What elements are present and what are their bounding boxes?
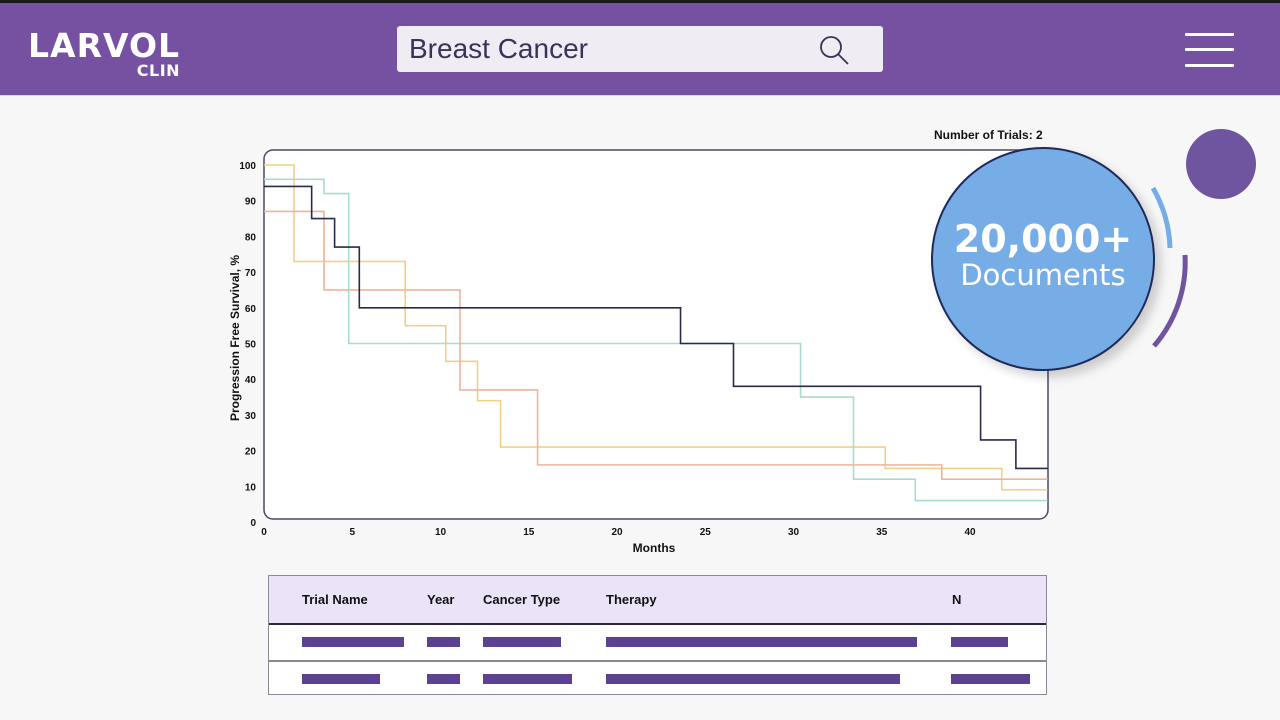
redacted-therapy [606, 637, 917, 647]
y-tick-label: 70 [245, 268, 257, 279]
y-tick-label: 50 [245, 340, 257, 351]
decorative-arc-purple [1152, 254, 1188, 348]
col-header-n[interactable]: N [952, 592, 962, 607]
col-header-therapy[interactable]: Therapy [606, 592, 657, 607]
documents-count: 20,000+ [953, 217, 1133, 261]
documents-count-bubble: 20,000+ Documents [931, 147, 1155, 371]
top-navigation-bar: LARVOL CLIN [0, 0, 1280, 96]
col-header-year[interactable]: Year [427, 592, 455, 607]
logo-main-text: LARVOL [28, 26, 181, 65]
y-axis-label: Progression Free Survival, % [228, 255, 242, 421]
x-tick-label: 15 [523, 527, 535, 538]
number-of-trials-label: Number of Trials: 2 [934, 128, 1043, 142]
x-axis-label: Months [633, 541, 676, 555]
y-tick-label: 0 [250, 518, 256, 529]
x-tick-label: 0 [261, 527, 267, 538]
decorative-arcs [1150, 186, 1188, 348]
search-icon[interactable] [817, 33, 851, 67]
trials-table: Trial Name Year Cancer Type Therapy N [268, 575, 1047, 695]
redacted-year [427, 637, 460, 647]
x-tick-label: 10 [435, 527, 447, 538]
redacted-trial-name [302, 637, 404, 647]
table-row[interactable] [269, 660, 1046, 697]
redacted-cancer-type [483, 637, 561, 647]
y-tick-label: 100 [239, 161, 256, 172]
logo-sub-text: CLIN [136, 61, 181, 80]
x-tick-label: 40 [964, 527, 976, 538]
documents-label: Documents [960, 258, 1126, 292]
y-tick-label: 10 [245, 482, 257, 493]
x-tick-label: 25 [700, 527, 712, 538]
plot-area-frame [263, 149, 1049, 520]
col-header-cancer-type[interactable]: Cancer Type [483, 592, 561, 607]
km-curve-orange-arm [264, 210, 1048, 480]
y-tick-label: 40 [245, 375, 257, 386]
decorative-purple-dot [1186, 129, 1256, 199]
y-tick-label: 90 [245, 197, 257, 208]
x-tick-label: 30 [788, 527, 800, 538]
search-input[interactable] [409, 26, 809, 72]
redacted-therapy [606, 674, 900, 684]
redacted-trial-name [302, 674, 380, 684]
y-tick-label: 20 [245, 447, 257, 458]
y-tick-label: 80 [245, 232, 257, 243]
decorative-arc-blue [1150, 186, 1173, 249]
x-tick-label: 5 [349, 527, 355, 538]
larvol-clin-logo[interactable]: LARVOL CLIN [28, 26, 181, 81]
x-tick-label: 20 [611, 527, 623, 538]
redacted-n [951, 637, 1008, 647]
redacted-year [427, 674, 460, 684]
km-curve-navy-arm [264, 185, 1048, 470]
table-row[interactable] [269, 625, 1046, 660]
table-header-row: Trial Name Year Cancer Type Therapy N [269, 576, 1046, 625]
col-header-trial-name[interactable]: Trial Name [302, 592, 368, 607]
hamburger-menu-icon[interactable] [1185, 31, 1234, 69]
search-bar [397, 26, 883, 72]
km-curve-yellow-arm [264, 164, 1048, 491]
redacted-cancer-type [483, 674, 572, 684]
y-tick-label: 60 [245, 304, 257, 315]
y-tick-label: 30 [245, 411, 257, 422]
km-curve-teal-arm [264, 178, 1048, 502]
x-tick-label: 35 [876, 527, 888, 538]
redacted-n [951, 674, 1030, 684]
